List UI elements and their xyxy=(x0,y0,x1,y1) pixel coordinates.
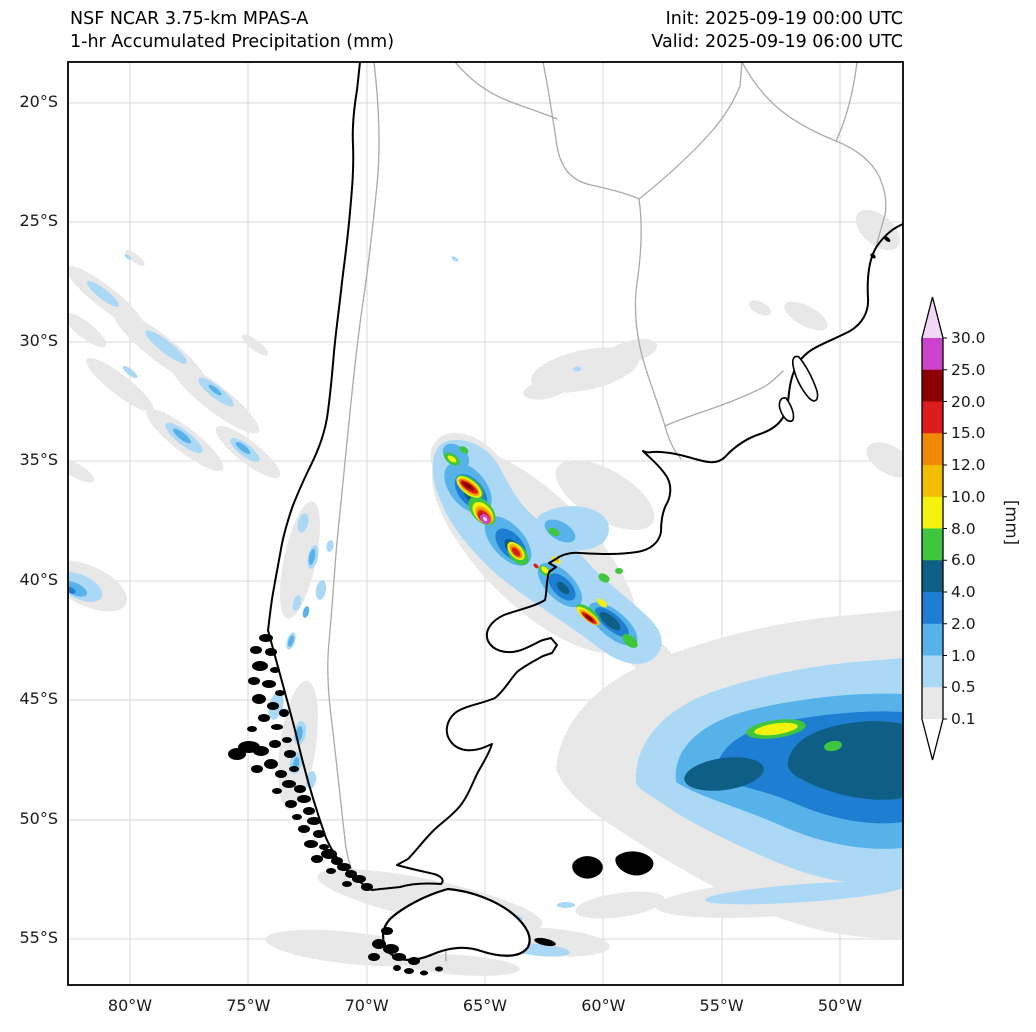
colorbar-segment xyxy=(922,655,943,688)
colorbar xyxy=(921,296,947,761)
colorbar-segment xyxy=(922,369,943,402)
border-brazil-state xyxy=(835,62,858,142)
colorbar-segment xyxy=(922,623,943,656)
tierra-del-fuego-island xyxy=(382,887,531,961)
lat-tick-label: 45°S xyxy=(19,689,58,709)
colorbar-tick-label: 20.0 xyxy=(951,392,986,411)
border-paraguay-east xyxy=(638,62,743,200)
falkland-island-east xyxy=(615,851,654,876)
colorbar-tick-label: 0.1 xyxy=(951,710,976,728)
border-parana-river xyxy=(634,198,682,460)
colorbar-segment xyxy=(922,528,943,561)
colorbar-tick-label: 0.5 xyxy=(951,678,976,697)
coastal-lagoon-mirim xyxy=(778,397,795,423)
colorbar-tick-label: 25.0 xyxy=(951,360,986,379)
colorbar-under-arrow xyxy=(922,719,943,760)
precip-band-over-30 xyxy=(482,516,488,522)
precip-band-0p5 xyxy=(68,254,903,957)
map-frame xyxy=(67,61,904,986)
colorbar-tick-label: 2.0 xyxy=(951,614,976,633)
valid-time-label: Valid: 2025-09-19 06:00 UTC xyxy=(651,32,903,52)
lon-tick-label: 70°W xyxy=(344,996,389,1015)
init-time-label: Init: 2025-09-19 00:00 UTC xyxy=(665,9,903,29)
lon-tick-label: 65°W xyxy=(462,996,508,1015)
country-borders xyxy=(327,62,887,962)
fjord-archipelago xyxy=(228,236,891,976)
colorbar-segment xyxy=(922,592,943,625)
colorbar-segment xyxy=(922,465,943,498)
colorbar-tick-label: 15.0 xyxy=(951,424,986,443)
coastal-lagoon-patos xyxy=(791,355,819,402)
lon-tick-label: 55°W xyxy=(699,996,744,1015)
colorbar-over-arrow xyxy=(922,297,943,338)
lat-tick-label: 35°S xyxy=(19,450,58,470)
model-title: NSF NCAR 3.75-km MPAS-A xyxy=(70,9,309,29)
colorbar-segment xyxy=(922,496,943,529)
product-title: 1-hr Accumulated Precipitation (mm) xyxy=(70,32,395,52)
colorbar-units-label: [mm] xyxy=(1002,500,1021,546)
lat-tick-label: 25°S xyxy=(19,211,58,231)
border-uruguay-brazil xyxy=(664,370,784,427)
lat-tick-label: 30°S xyxy=(19,330,58,350)
lat-tick-label: 55°S xyxy=(19,928,58,947)
lat-tick-label: 20°S xyxy=(19,92,58,111)
colorbar-tick-label: 10.0 xyxy=(951,487,986,506)
border-bolivia xyxy=(454,62,558,120)
lon-tick-label: 75°W xyxy=(226,996,271,1015)
colorbar-segment xyxy=(922,338,943,371)
colorbar-segment xyxy=(922,687,943,720)
lat-tick-label: 40°S xyxy=(19,569,58,589)
lat-tick-label: 50°S xyxy=(19,808,58,828)
border-chile-argentina xyxy=(327,62,380,882)
falkland-island-west xyxy=(572,856,603,879)
colorbar-segment xyxy=(922,433,943,466)
colorbar-segment xyxy=(922,560,943,593)
isla-de-los-estados xyxy=(534,937,556,947)
coastline-chile-pacific xyxy=(267,62,361,632)
lon-tick-label: 80°W xyxy=(107,996,153,1015)
lon-tick-label: 60°W xyxy=(581,996,626,1015)
colorbar-tick-label: 8.0 xyxy=(951,519,976,538)
colorbar-tick-label: 1.0 xyxy=(951,646,976,665)
colorbar-tick-label: 4.0 xyxy=(951,583,976,601)
precipitation-field xyxy=(68,209,903,976)
colorbar-tick-label: 30.0 xyxy=(951,329,986,347)
colorbar-tick-label: 6.0 xyxy=(951,551,976,570)
colorbar-tick-label: 12.0 xyxy=(951,456,986,474)
border-argentina-paraguay xyxy=(542,62,640,200)
lon-tick-label: 50°W xyxy=(817,996,863,1015)
colorbar-segment xyxy=(922,401,943,434)
